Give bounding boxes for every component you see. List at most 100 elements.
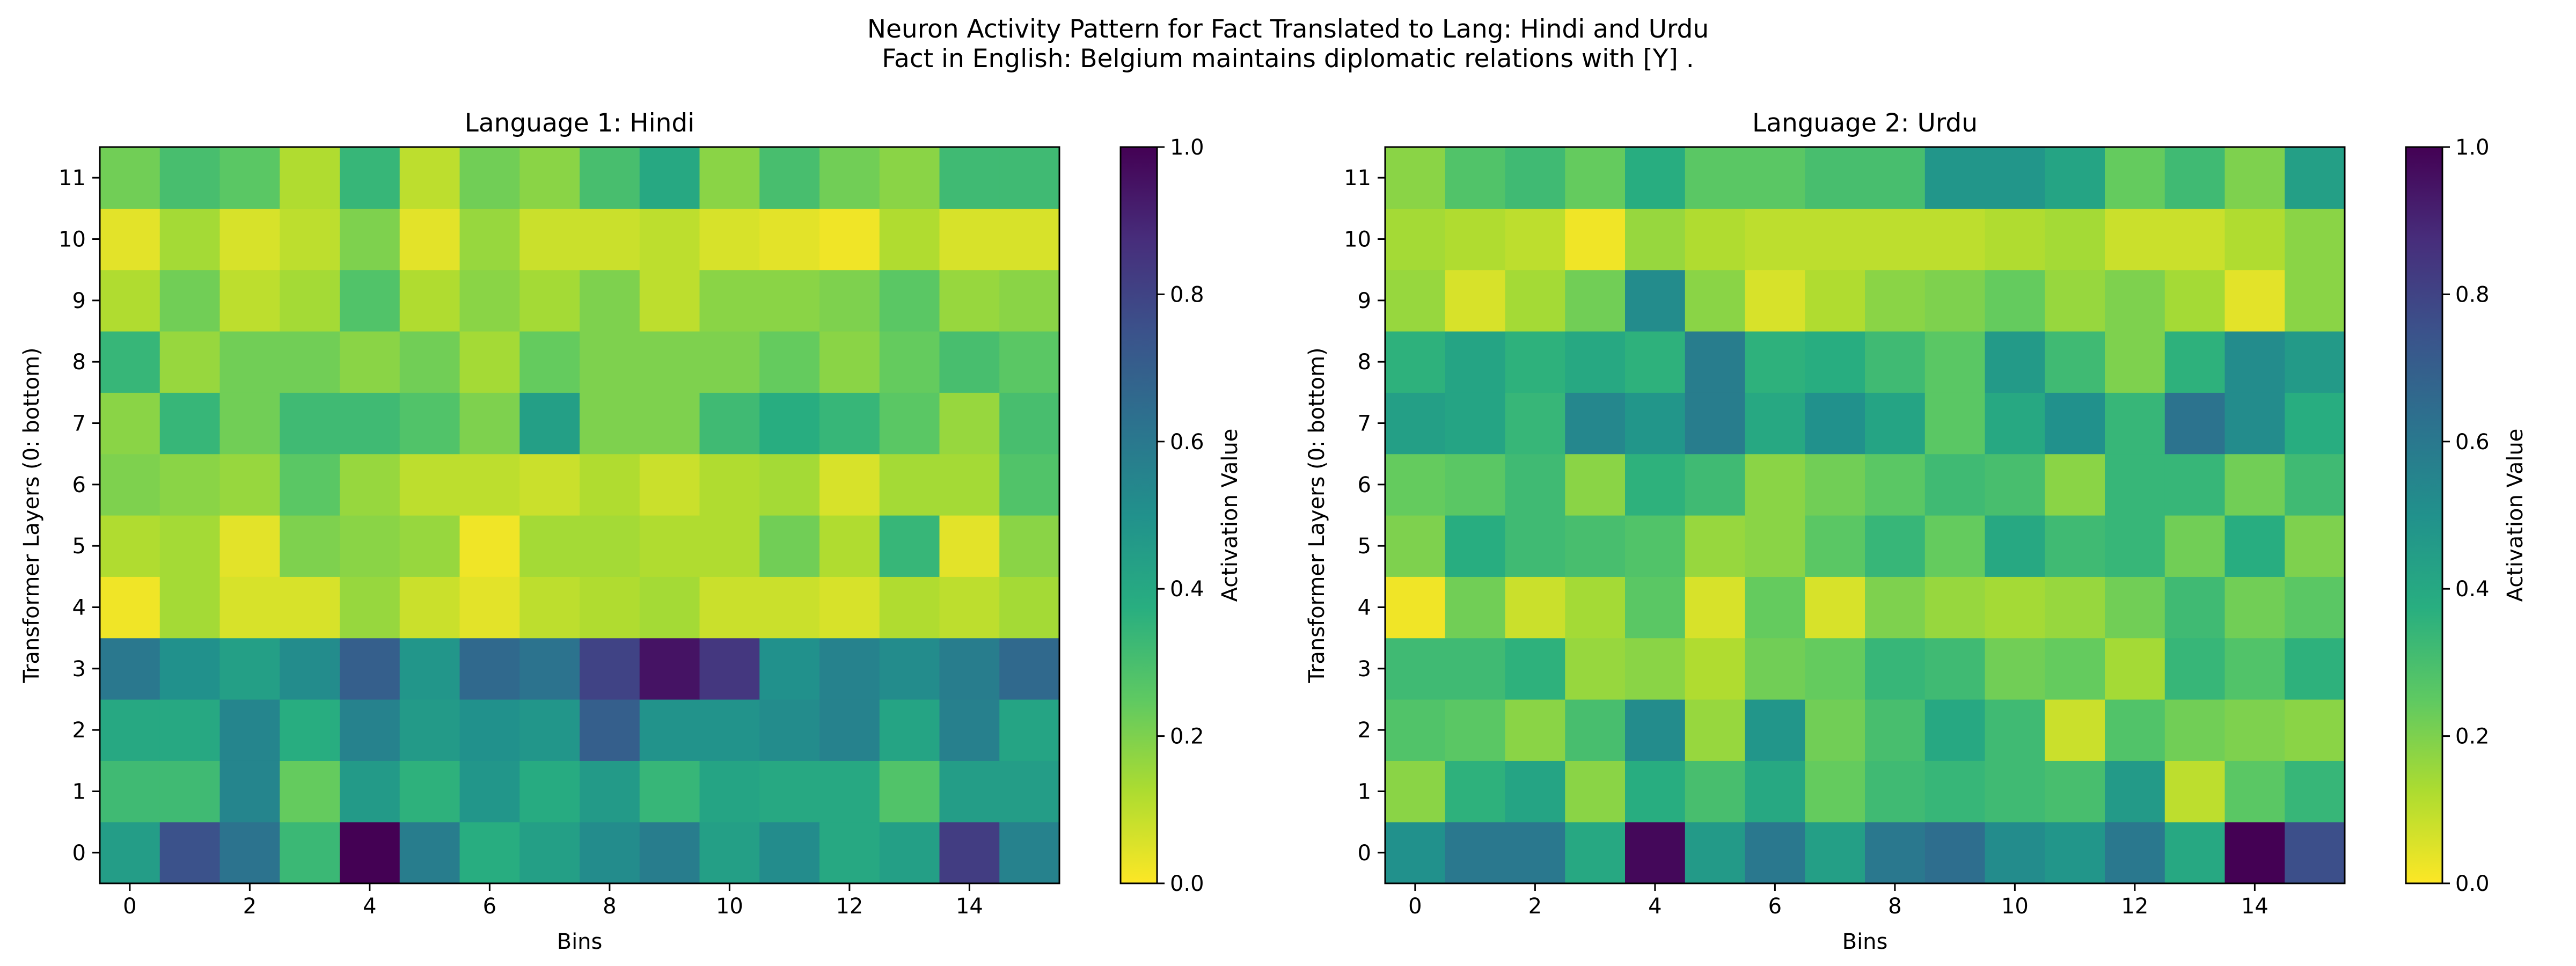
heatmap-cell [1745, 269, 1805, 332]
heatmap-cell [2285, 147, 2345, 209]
colorbar-tick-label: 0.0 [2455, 872, 2490, 896]
y-tick-label: 1 [72, 780, 86, 804]
heatmap-cell [1865, 760, 1926, 823]
heatmap-cell [159, 147, 221, 209]
heatmap-cell [1805, 699, 1865, 761]
heatmap-cell [219, 760, 280, 823]
heatmap-cell [340, 822, 400, 884]
heatmap-cells-hindi [100, 147, 1060, 884]
heatmap-cell [1924, 147, 1986, 209]
y-tick-label: 8 [1358, 350, 1371, 375]
heatmap-cell [340, 208, 400, 270]
heatmap-cell [1685, 638, 1746, 700]
heatmap-cell [280, 760, 340, 823]
heatmap-cell [1985, 576, 2045, 639]
heatmap-cell [1505, 147, 1565, 209]
x-tick-label: 12 [836, 894, 863, 919]
y-tick-label: 1 [1358, 780, 1371, 804]
colorbar-urdu [2405, 146, 2443, 884]
heatmap-cell [459, 822, 520, 884]
heatmap-cell [879, 576, 940, 639]
heatmap-cell [100, 638, 160, 700]
heatmap-cell [280, 331, 340, 393]
heatmap-cell [879, 515, 940, 577]
heatmap-cell [1924, 269, 1986, 332]
heatmap-cell [1745, 208, 1805, 270]
heatmap-cell [2224, 208, 2285, 270]
heatmap-cell [819, 392, 880, 455]
heatmap-cell [1924, 453, 1986, 516]
heatmap-cell [999, 147, 1060, 209]
heatmap-cell [819, 147, 880, 209]
heatmap-cell [1445, 392, 1506, 455]
heatmap-cell [1745, 331, 1805, 393]
heatmap-cell [1865, 515, 1926, 577]
heatmap-cell [759, 822, 820, 884]
heatmap-cell [1685, 699, 1746, 761]
heatmap-cell [340, 453, 400, 516]
heatmap-cell [999, 576, 1060, 639]
figure-title-line1: Neuron Activity Pattern for Fact Transla… [867, 14, 1709, 44]
heatmap-cell [519, 269, 580, 332]
heatmap-cell [999, 760, 1060, 823]
heatmap-cell [879, 638, 940, 700]
heatmap-cell [1505, 331, 1565, 393]
heatmap-cell [819, 760, 880, 823]
heatmap-cell [399, 760, 460, 823]
heatmap-cell [1385, 269, 1446, 332]
heatmap-cell [159, 576, 221, 639]
heatmap-cell [2285, 576, 2345, 639]
heatmap-cell [1445, 515, 1506, 577]
heatmap-cell [939, 576, 1000, 639]
heatmap-cell [1924, 638, 1986, 700]
heatmap-cell [580, 392, 640, 455]
heatmap-cell [2045, 147, 2105, 209]
heatmap-cell [459, 269, 520, 332]
heatmap-cell [1565, 822, 1626, 884]
heatmap-cell [939, 269, 1000, 332]
heatmap-cell [1445, 331, 1506, 393]
heatmap-cell [1805, 269, 1865, 332]
heatmap-cell [1625, 147, 1686, 209]
x-tick-label: 8 [1888, 894, 1901, 919]
y-tick-label: 7 [1358, 412, 1371, 436]
heatmap-cell [219, 269, 280, 332]
heatmap-cell [219, 638, 280, 700]
heatmap-cell [999, 331, 1060, 393]
heatmap-cell [2105, 147, 2165, 209]
y-axis-label-hindi: Transformer Layers (0: bottom) [19, 347, 44, 683]
colorbar-label-urdu: Activation Value [2503, 429, 2528, 602]
heatmap-cell [1685, 392, 1746, 455]
heatmap-cell [219, 208, 280, 270]
heatmap-cell [1565, 699, 1626, 761]
heatmap-cell [1565, 760, 1626, 823]
heatmap-cell [159, 269, 221, 332]
heatmap-cell [1985, 453, 2045, 516]
heatmap-cell [2045, 515, 2105, 577]
heatmap-cell [1865, 147, 1926, 209]
heatmap-cell [2045, 269, 2105, 332]
heatmap-cell [219, 576, 280, 639]
heatmap-cell [1805, 392, 1865, 455]
heatmap-cell [759, 392, 820, 455]
heatmap-cell [1985, 269, 2045, 332]
heatmap-cell [639, 147, 700, 209]
heatmap-cell [219, 331, 280, 393]
heatmap-cell [2224, 515, 2285, 577]
heatmap-cell [159, 392, 221, 455]
heatmap-cell [1565, 515, 1626, 577]
heatmap-cell [2285, 269, 2345, 332]
heatmap-cell [2045, 822, 2105, 884]
heatmap-cell [1565, 392, 1626, 455]
heatmap-cell [999, 392, 1060, 455]
heatmap-cell [1924, 208, 1986, 270]
heatmap-cell [1625, 760, 1686, 823]
heatmap-cell [1985, 331, 2045, 393]
heatmap-cell [1745, 760, 1805, 823]
heatmap-cell [1505, 822, 1565, 884]
heatmap-cell [1865, 822, 1926, 884]
heatmap-cell [2224, 453, 2285, 516]
heatmap-cell [1924, 392, 1986, 455]
y-tick-label: 0 [1358, 841, 1371, 866]
